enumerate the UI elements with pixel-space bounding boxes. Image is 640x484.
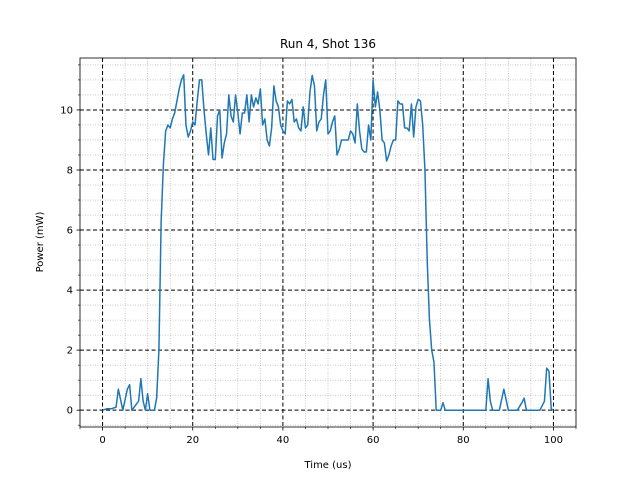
x-tick-label: 40 bbox=[277, 435, 290, 446]
data-line bbox=[102, 74, 554, 411]
y-tick-label: 2 bbox=[67, 346, 73, 357]
y-tick-label: 8 bbox=[67, 165, 73, 176]
x-tick-label: 0 bbox=[99, 435, 105, 446]
x-tick-label: 100 bbox=[544, 435, 563, 446]
y-tick-label: 4 bbox=[67, 286, 73, 297]
x-tick-label: 20 bbox=[186, 435, 199, 446]
x-tick-label: 80 bbox=[457, 435, 470, 446]
y-tick-label: 10 bbox=[60, 105, 73, 116]
plot-frame bbox=[79, 57, 577, 428]
x-axis-label: Time (us) bbox=[303, 460, 351, 471]
chart-title: Run 4, Shot 136 bbox=[280, 37, 376, 51]
y-axis-label: Power (mW) bbox=[35, 211, 46, 272]
y-tick-label: 0 bbox=[67, 406, 73, 417]
x-tick-label: 60 bbox=[367, 435, 380, 446]
y-tick-label: 6 bbox=[67, 226, 73, 237]
